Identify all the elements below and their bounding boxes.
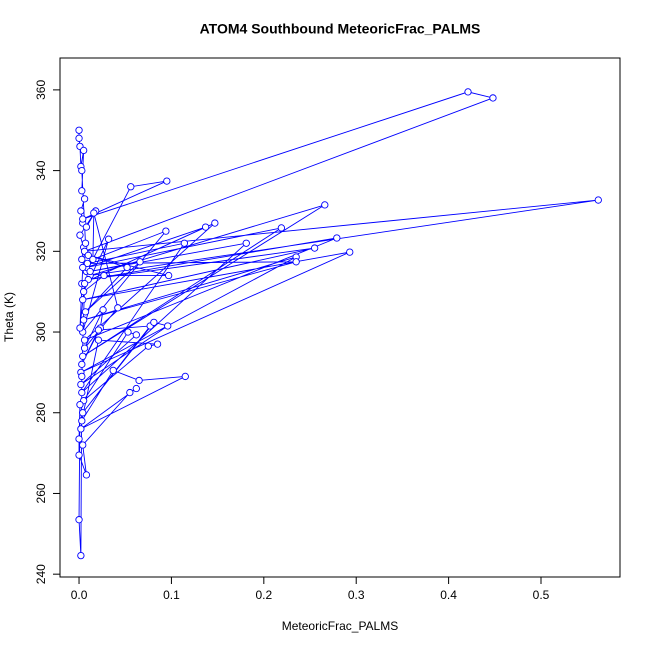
data-point (76, 401, 84, 409)
data-point (79, 409, 87, 417)
data-point (78, 388, 86, 397)
data-point (76, 324, 84, 332)
y-tick-label: 340 (34, 160, 48, 180)
data-point (80, 288, 88, 296)
data-point (78, 166, 86, 175)
data-point (211, 219, 219, 227)
data-point (82, 471, 91, 479)
data-point (135, 376, 143, 385)
data-point (77, 380, 85, 389)
data-point (80, 316, 88, 324)
data-point (346, 248, 354, 256)
data-point (104, 235, 113, 243)
data-point (77, 207, 85, 215)
data-point (79, 352, 87, 360)
data-point (127, 183, 135, 191)
data-point (75, 451, 83, 459)
data-point (79, 441, 87, 449)
x-tick-label: 0.2 (255, 588, 272, 602)
data-point (78, 417, 86, 425)
data-point (75, 126, 83, 134)
y-axis-label: Theta (K) (2, 292, 16, 342)
data-point (82, 223, 91, 231)
data-point (86, 267, 94, 276)
data-point (81, 308, 90, 316)
x-tick-label: 0.1 (163, 588, 180, 602)
data-point (78, 360, 86, 368)
y-tick-label: 260 (34, 483, 48, 503)
data-point (100, 271, 108, 280)
data-point (78, 255, 86, 264)
data-point (75, 516, 83, 524)
y-tick-label: 320 (34, 241, 48, 261)
data-point (78, 372, 86, 381)
data-point (99, 306, 107, 314)
data-point (180, 239, 189, 247)
data-point (132, 331, 140, 339)
data-point (80, 146, 88, 155)
data-point (94, 326, 103, 334)
data-point (321, 201, 329, 209)
data-point (126, 388, 134, 397)
data-point (83, 259, 91, 268)
data-point (75, 435, 83, 443)
data-point (162, 227, 170, 235)
data-point (114, 304, 122, 312)
data-point (242, 239, 250, 247)
data-point (489, 94, 497, 102)
data-point (79, 296, 87, 304)
x-tick-label: 0.4 (440, 588, 457, 602)
data-point (80, 336, 89, 344)
data-line (78, 91, 599, 556)
data-point (80, 279, 89, 288)
data-point (201, 223, 210, 231)
data-point (80, 195, 89, 203)
data-point (132, 384, 140, 393)
x-tick-label: 0.5 (533, 588, 550, 602)
y-tick-label: 300 (34, 322, 48, 342)
chart-title: ATOM4 Southbound MeteoricFrac_PALMS (200, 21, 481, 37)
data-point (75, 134, 83, 142)
data-point (109, 366, 117, 375)
data-point (165, 271, 173, 280)
data-point (77, 551, 85, 560)
data-point (464, 88, 472, 96)
data-point (80, 344, 89, 352)
data-point (144, 342, 152, 350)
data-point (76, 231, 84, 239)
data-point (77, 425, 85, 433)
data-point (136, 258, 144, 266)
data-point (181, 372, 189, 381)
data-point (310, 244, 319, 252)
y-tick-label: 360 (34, 80, 48, 100)
data-point (594, 196, 602, 204)
data-point (79, 263, 87, 272)
data-point (90, 209, 98, 217)
data-point (277, 224, 286, 232)
data-point (150, 318, 158, 326)
x-axis-label: MeteoricFrac_PALMS (282, 619, 398, 633)
data-point (84, 251, 92, 259)
data-point (164, 322, 172, 330)
data-point (333, 234, 341, 242)
data-point (153, 340, 162, 348)
data-point (163, 177, 171, 185)
data-point (89, 255, 97, 264)
data-point (94, 336, 103, 344)
data-point (124, 328, 132, 336)
x-tick-label: 0.3 (348, 588, 365, 602)
y-tick-label: 280 (34, 402, 48, 422)
data-point (81, 239, 90, 247)
data-point (292, 258, 300, 266)
data-point (78, 187, 86, 195)
x-tick-label: 0.0 (71, 588, 88, 602)
data-point (123, 263, 131, 272)
data-point (79, 215, 87, 223)
y-tick-label: 240 (34, 564, 48, 584)
